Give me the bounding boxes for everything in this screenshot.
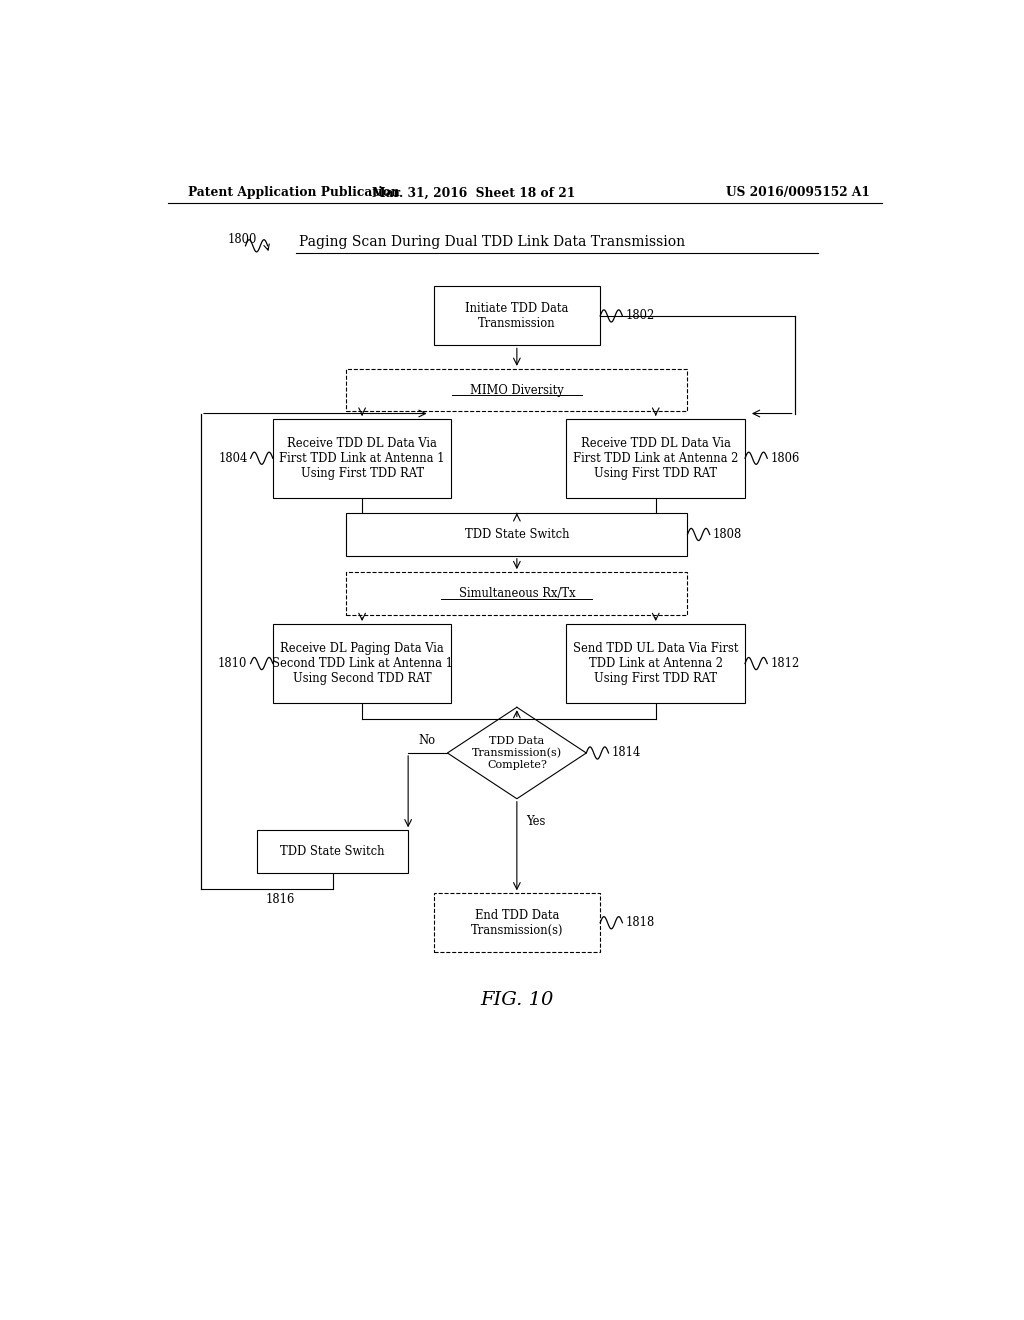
Text: FIG. 10: FIG. 10 bbox=[480, 991, 554, 1008]
FancyBboxPatch shape bbox=[346, 513, 687, 556]
Text: No: No bbox=[419, 734, 435, 747]
FancyBboxPatch shape bbox=[272, 418, 452, 498]
Text: Patent Application Publication: Patent Application Publication bbox=[187, 186, 399, 199]
Text: 1800: 1800 bbox=[227, 234, 257, 247]
Text: Yes: Yes bbox=[526, 814, 546, 828]
Text: End TDD Data
Transmission(s): End TDD Data Transmission(s) bbox=[471, 908, 563, 937]
Text: 1808: 1808 bbox=[713, 528, 742, 541]
Text: MIMO Diversity: MIMO Diversity bbox=[470, 384, 564, 396]
FancyBboxPatch shape bbox=[566, 624, 745, 704]
Text: Paging Scan During Dual TDD Link Data Transmission: Paging Scan During Dual TDD Link Data Tr… bbox=[299, 235, 685, 248]
FancyBboxPatch shape bbox=[433, 894, 600, 952]
Text: 1810: 1810 bbox=[218, 657, 248, 671]
Text: US 2016/0095152 A1: US 2016/0095152 A1 bbox=[726, 186, 870, 199]
FancyBboxPatch shape bbox=[566, 418, 745, 498]
Text: 1814: 1814 bbox=[611, 747, 641, 759]
Text: Initiate TDD Data
Transmission: Initiate TDD Data Transmission bbox=[465, 302, 568, 330]
Text: Receive TDD DL Data Via
First TDD Link at Antenna 1
Using First TDD RAT: Receive TDD DL Data Via First TDD Link a… bbox=[280, 437, 444, 479]
Text: 1802: 1802 bbox=[626, 309, 654, 322]
Text: 1818: 1818 bbox=[626, 916, 654, 929]
Text: Mar. 31, 2016  Sheet 18 of 21: Mar. 31, 2016 Sheet 18 of 21 bbox=[372, 186, 574, 199]
Text: TDD State Switch: TDD State Switch bbox=[465, 528, 569, 541]
Text: TDD State Switch: TDD State Switch bbox=[281, 845, 385, 858]
Text: TDD Data
Transmission(s)
Complete?: TDD Data Transmission(s) Complete? bbox=[472, 737, 562, 770]
FancyBboxPatch shape bbox=[346, 572, 687, 615]
Text: Receive TDD DL Data Via
First TDD Link at Antenna 2
Using First TDD RAT: Receive TDD DL Data Via First TDD Link a… bbox=[573, 437, 738, 479]
Text: 1816: 1816 bbox=[265, 894, 295, 907]
Text: Simultaneous Rx/Tx: Simultaneous Rx/Tx bbox=[459, 587, 575, 599]
Text: 1812: 1812 bbox=[770, 657, 800, 671]
FancyBboxPatch shape bbox=[433, 286, 600, 346]
Text: Send TDD UL Data Via First
TDD Link at Antenna 2
Using First TDD RAT: Send TDD UL Data Via First TDD Link at A… bbox=[573, 642, 738, 685]
FancyBboxPatch shape bbox=[346, 368, 687, 412]
FancyBboxPatch shape bbox=[272, 624, 452, 704]
Text: Receive DL Paging Data Via
Second TDD Link at Antenna 1
Using Second TDD RAT: Receive DL Paging Data Via Second TDD Li… bbox=[271, 642, 453, 685]
FancyBboxPatch shape bbox=[257, 830, 409, 873]
Text: 1806: 1806 bbox=[770, 451, 800, 465]
Text: 1804: 1804 bbox=[218, 451, 248, 465]
